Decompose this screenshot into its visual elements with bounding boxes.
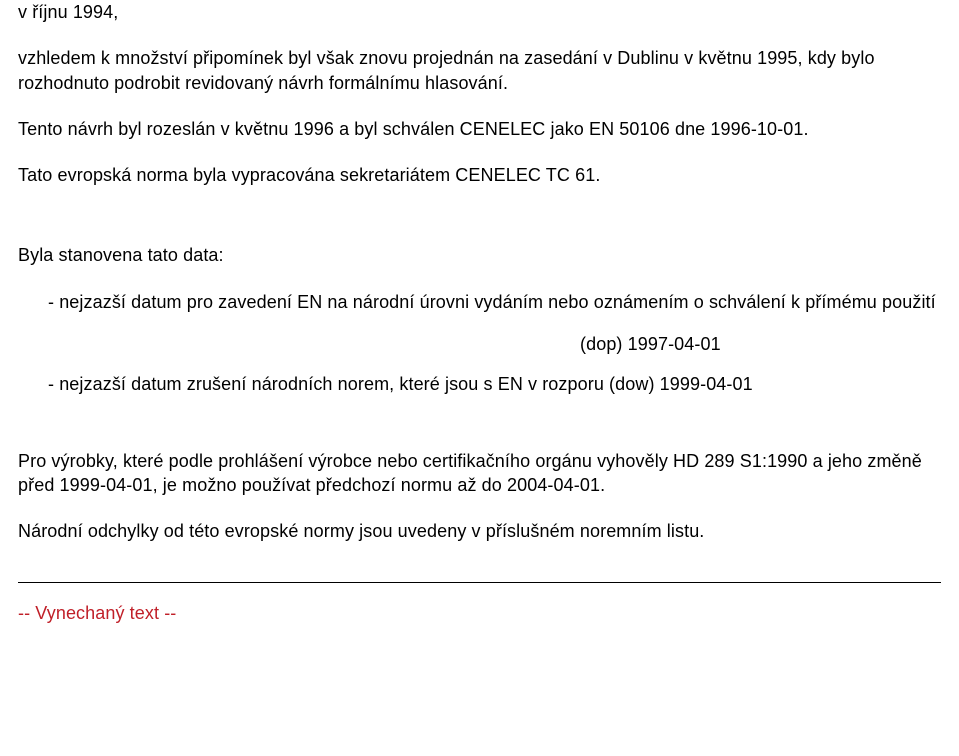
paragraph-dates-heading: Byla stanovena tato data:: [18, 243, 941, 267]
paragraph-secretariat: Tato evropská norma byla vypracována sek…: [18, 163, 941, 187]
spacer: [18, 415, 941, 449]
paragraph-products: Pro výrobky, které podle prohlášení výro…: [18, 449, 941, 498]
paragraph-approval: Tento návrh byl rozeslán v květnu 1996 a…: [18, 117, 941, 141]
document-page: v říjnu 1994, vzhledem k množství připom…: [0, 0, 959, 625]
list-item-dow: - nejzazší datum zrušení národních norem…: [18, 372, 941, 396]
dop-date: (dop) 1997-04-01: [18, 332, 941, 356]
paragraph-intro-line: v říjnu 1994,: [18, 0, 941, 24]
paragraph-context: vzhledem k množství připomínek byl však …: [18, 46, 941, 95]
spacer: [18, 209, 941, 243]
list-item-dop: - nejzazší datum pro zavedení EN na náro…: [18, 290, 941, 314]
omitted-text-marker: -- Vynechaný text --: [18, 601, 941, 625]
divider-line: [18, 582, 941, 583]
paragraph-national-deviations: Národní odchylky od této evropské normy …: [18, 519, 941, 543]
